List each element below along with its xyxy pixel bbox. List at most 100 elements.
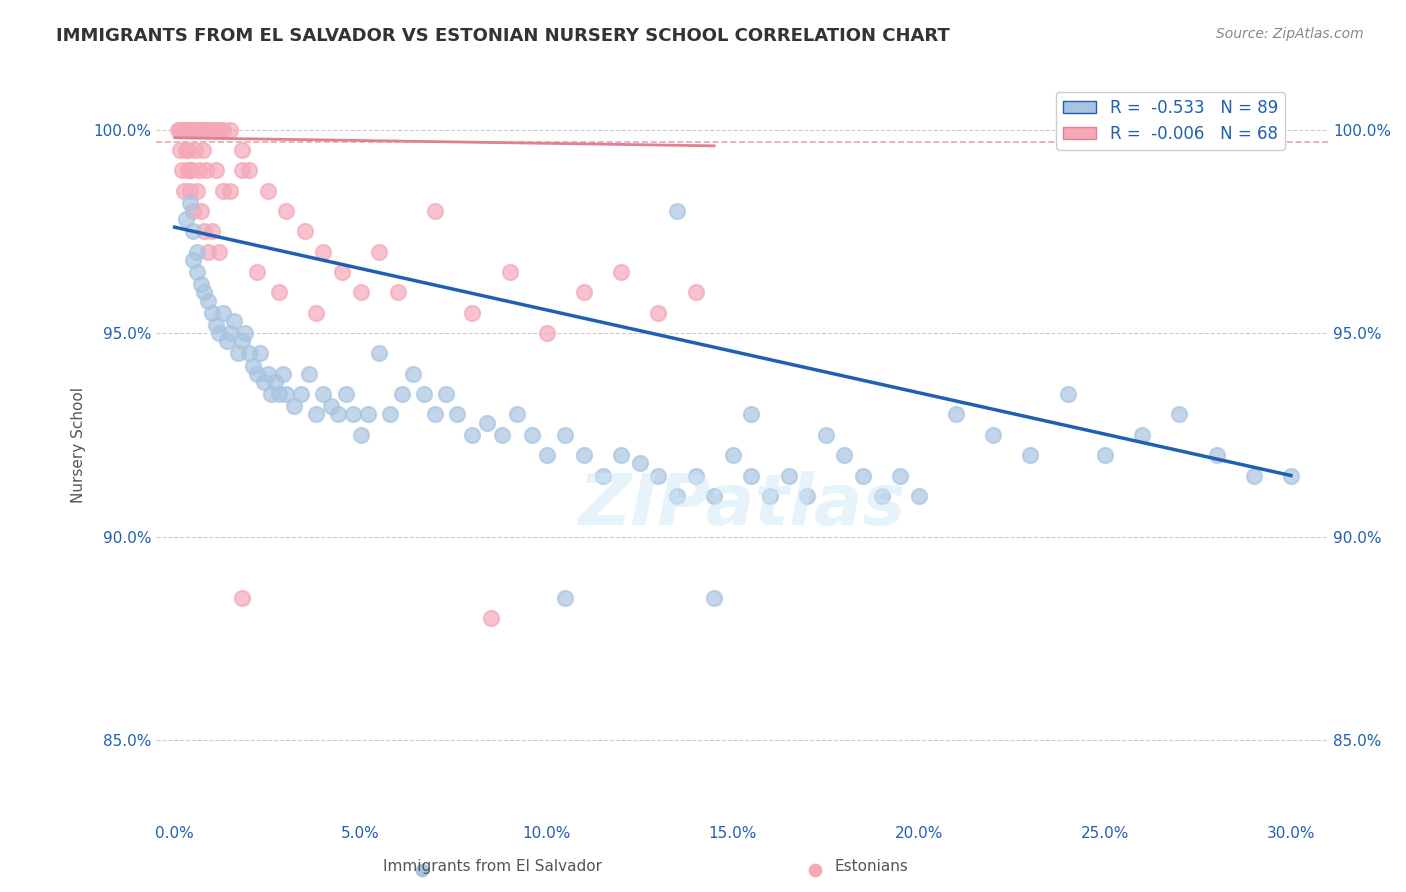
Point [176, 122, 198, 136]
Point [242, 359, 264, 373]
Point [201, 122, 224, 136]
Point [703, 591, 725, 605]
Point [193, 285, 215, 300]
Point [267, 285, 290, 300]
Point [1094, 448, 1116, 462]
Point [834, 448, 856, 462]
Point [685, 285, 707, 300]
Point [198, 122, 221, 136]
Point [235, 326, 257, 340]
Text: IMMIGRANTS FROM EL SALVADOR VS ESTONIAN NURSERY SCHOOL CORRELATION CHART: IMMIGRANTS FROM EL SALVADOR VS ESTONIAN … [56, 27, 950, 45]
Point [204, 318, 226, 332]
Point [305, 306, 328, 320]
Point [852, 468, 875, 483]
Point [176, 143, 198, 157]
Point [804, 863, 827, 877]
Point [167, 122, 190, 136]
Point [208, 122, 231, 136]
Point [179, 195, 201, 210]
Point [411, 863, 433, 877]
Point [413, 387, 436, 401]
Point [554, 427, 576, 442]
Point [179, 184, 201, 198]
Point [219, 184, 242, 198]
Point [759, 489, 782, 503]
Point [174, 212, 197, 227]
Point [423, 204, 446, 219]
Y-axis label: Nursery School: Nursery School [72, 387, 86, 503]
Point [319, 400, 342, 414]
Point [179, 122, 201, 136]
Point [461, 306, 484, 320]
Point [172, 163, 194, 178]
Point [1205, 448, 1227, 462]
Point [506, 408, 529, 422]
Point [665, 204, 688, 219]
Point [740, 468, 762, 483]
Point [665, 489, 688, 503]
Point [215, 334, 238, 349]
Point [226, 346, 249, 360]
Point [461, 427, 484, 442]
Point [908, 489, 931, 503]
Point [231, 591, 253, 605]
Point [342, 408, 364, 422]
Legend: R =  -0.533   N = 89, R =  -0.006   N = 68: R = -0.533 N = 89, R = -0.006 N = 68 [1056, 92, 1285, 150]
Point [186, 122, 208, 136]
Point [197, 293, 219, 308]
Point [245, 367, 267, 381]
Point [520, 427, 543, 442]
Point [169, 122, 191, 136]
Point [191, 122, 214, 136]
Point [479, 611, 502, 625]
Point [554, 591, 576, 605]
Point [610, 265, 633, 279]
Point [312, 387, 335, 401]
Point [276, 387, 298, 401]
Point [592, 468, 614, 483]
Point [173, 122, 195, 136]
Point [387, 285, 409, 300]
Point [330, 265, 353, 279]
Point [536, 326, 558, 340]
Point [212, 122, 235, 136]
Text: Immigrants from El Salvador: Immigrants from El Salvador [382, 859, 602, 874]
Point [357, 408, 380, 422]
Point [195, 122, 218, 136]
Point [186, 265, 208, 279]
Text: Source: ZipAtlas.com: Source: ZipAtlas.com [1216, 27, 1364, 41]
Point [181, 252, 204, 267]
Point [172, 122, 194, 136]
Point [294, 224, 316, 238]
Point [446, 408, 468, 422]
Point [814, 427, 837, 442]
Point [184, 122, 207, 136]
Point [191, 143, 214, 157]
Point [195, 163, 218, 178]
Point [368, 346, 391, 360]
Point [181, 224, 204, 238]
Point [187, 122, 209, 136]
Point [174, 122, 197, 136]
Point [190, 204, 212, 219]
Point [201, 224, 224, 238]
Point [169, 143, 191, 157]
Point [312, 244, 335, 259]
Point [180, 163, 202, 178]
Point [193, 224, 215, 238]
Point [212, 184, 235, 198]
Point [368, 244, 391, 259]
Point [184, 143, 207, 157]
Point [647, 306, 669, 320]
Point [253, 375, 276, 389]
Point [305, 408, 328, 422]
Point [208, 244, 231, 259]
Point [204, 163, 226, 178]
Point [945, 408, 967, 422]
Point [245, 265, 267, 279]
Point [328, 408, 350, 422]
Point [173, 184, 195, 198]
Point [267, 387, 290, 401]
Point [297, 367, 319, 381]
Point [434, 387, 457, 401]
